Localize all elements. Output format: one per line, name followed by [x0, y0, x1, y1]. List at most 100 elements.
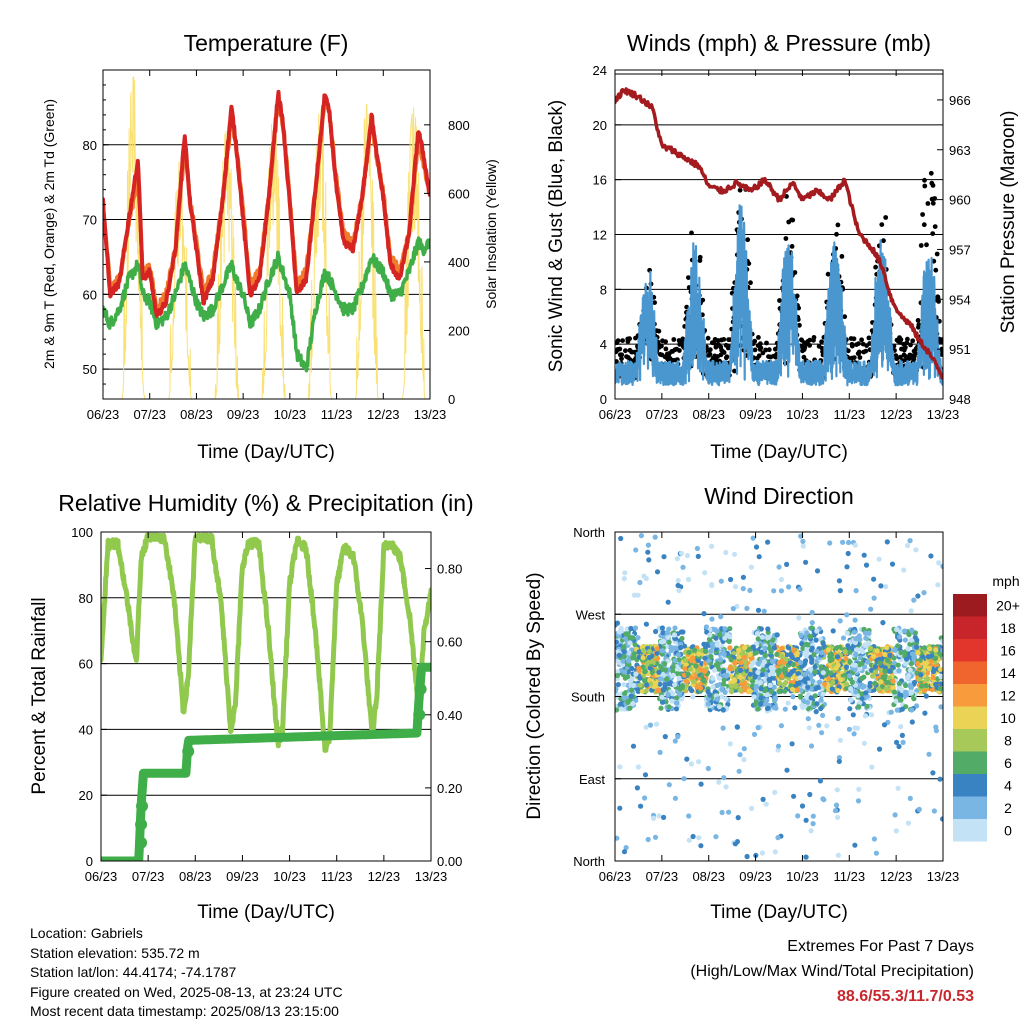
wind-direction-point [923, 682, 929, 689]
wind-direction-point [711, 667, 718, 673]
wind-direction-point [799, 803, 806, 809]
wind-direction-point [675, 666, 682, 672]
wind-direction-point [640, 655, 646, 661]
wind-direction-point [824, 723, 830, 729]
wind-direction-point [722, 672, 728, 679]
wind-direction-point [654, 569, 661, 575]
wind-direction-point [772, 697, 778, 703]
wind-direction-point [657, 676, 664, 682]
x-tick-label: 10/23 [786, 869, 819, 884]
wind-direction-point [909, 707, 915, 713]
wind-direction-point [905, 820, 912, 826]
y-right-tick-label: 0.00 [437, 854, 462, 869]
wind-direction-point [922, 645, 928, 651]
wind-direction-point [907, 795, 913, 802]
wind-direction-point [720, 707, 726, 713]
wind-direction-point [654, 721, 660, 727]
temperature-ylabel: 2m & 9m T (Red, Orange) & 2m Td (Green) [41, 99, 57, 369]
wind-direction-point [890, 685, 896, 691]
wind-direction-point [940, 563, 943, 569]
winds-xlabel: Time (Day/UTC) [710, 442, 848, 463]
wind-direction-point [682, 666, 688, 672]
wind-direction-point [866, 630, 872, 636]
gust-point [851, 336, 857, 342]
wind-direction-point [677, 691, 683, 697]
wind-direction-point [696, 759, 702, 765]
wind-direction-point [800, 645, 806, 652]
wind-direction-point [758, 695, 764, 701]
gust-point [656, 328, 662, 334]
gust-point [863, 348, 869, 354]
wind-direction-point [878, 679, 884, 685]
wind-direction-point [830, 679, 836, 685]
wind-direction-point [930, 675, 936, 681]
wind-direction-point [797, 693, 804, 699]
wind-direction-point [888, 709, 894, 715]
x-tick-label: 11/23 [321, 869, 353, 884]
wind-direction-point [664, 676, 670, 682]
wind-direction-point [936, 560, 942, 566]
wind-direction-point [702, 668, 708, 674]
wind-direction-point [682, 657, 689, 664]
gust-point [705, 335, 711, 341]
wind-direction-point [633, 547, 639, 553]
wind-direction-point [836, 755, 843, 761]
wind-direction-point [675, 671, 681, 677]
wind-direction-point [844, 630, 850, 636]
wind-direction-point [837, 737, 844, 743]
legend-swatch [953, 684, 987, 707]
gust-point [856, 341, 861, 346]
gust-point [789, 244, 795, 249]
dewpoint-path [103, 236, 430, 373]
wind-direction-point [644, 682, 650, 688]
gust-point [851, 355, 857, 360]
gust-point [922, 183, 928, 189]
wind-direction-point [840, 539, 846, 545]
wind-direction-point [907, 538, 913, 544]
wind-direction-point [827, 651, 833, 657]
wind-direction-point [884, 679, 890, 686]
wind-direction-point [800, 538, 806, 545]
wind-direction-point [871, 595, 877, 601]
wind-direction-point [637, 682, 643, 688]
gust-point [663, 346, 669, 352]
wind-direction-point [714, 696, 720, 702]
wind-direction-point [615, 835, 620, 841]
wind-direction-point [804, 699, 811, 706]
wind-direction-point [648, 659, 654, 665]
wind-direction-point [900, 739, 906, 746]
wind-direction-point [771, 645, 777, 651]
wind-direction-point [767, 682, 773, 688]
gust-point [792, 270, 798, 275]
wind-direction-point [930, 770, 936, 776]
solar-day-curve [214, 127, 239, 399]
wind-direction-ylabel: Direction (Colored By Speed) [524, 572, 545, 819]
wind-direction-point [837, 618, 843, 624]
wind-direction-point [919, 683, 925, 689]
wind-direction-point [625, 674, 631, 680]
wind-direction-point [671, 632, 678, 638]
wind-direction-point [937, 686, 943, 692]
x-tick-label: 09/23 [739, 869, 772, 884]
wind-direction-point [740, 574, 747, 580]
solar-ylabel: Solar Insolation (Yellow) [483, 159, 499, 309]
x-tick-label: 13/23 [927, 869, 960, 884]
gust-point [910, 338, 916, 344]
wind-direction-point [807, 633, 814, 640]
wind-direction-point [721, 677, 727, 683]
wind-direction-point [669, 698, 675, 704]
y-tick-label: 80 [79, 591, 93, 606]
legend-swatch [953, 729, 987, 752]
wind-direction-point [933, 724, 939, 730]
wind-direction-point [906, 673, 912, 679]
precip-point [413, 708, 426, 721]
wind-direction-point [774, 632, 780, 638]
wind-direction-point [755, 661, 761, 667]
wind-direction-point [694, 545, 701, 552]
wind-direction-point [668, 680, 674, 686]
wind-direction-point [634, 785, 641, 791]
x-tick-label: 06/23 [85, 869, 118, 884]
wind-direction-point [785, 700, 791, 706]
wind-direction-point [859, 696, 865, 702]
